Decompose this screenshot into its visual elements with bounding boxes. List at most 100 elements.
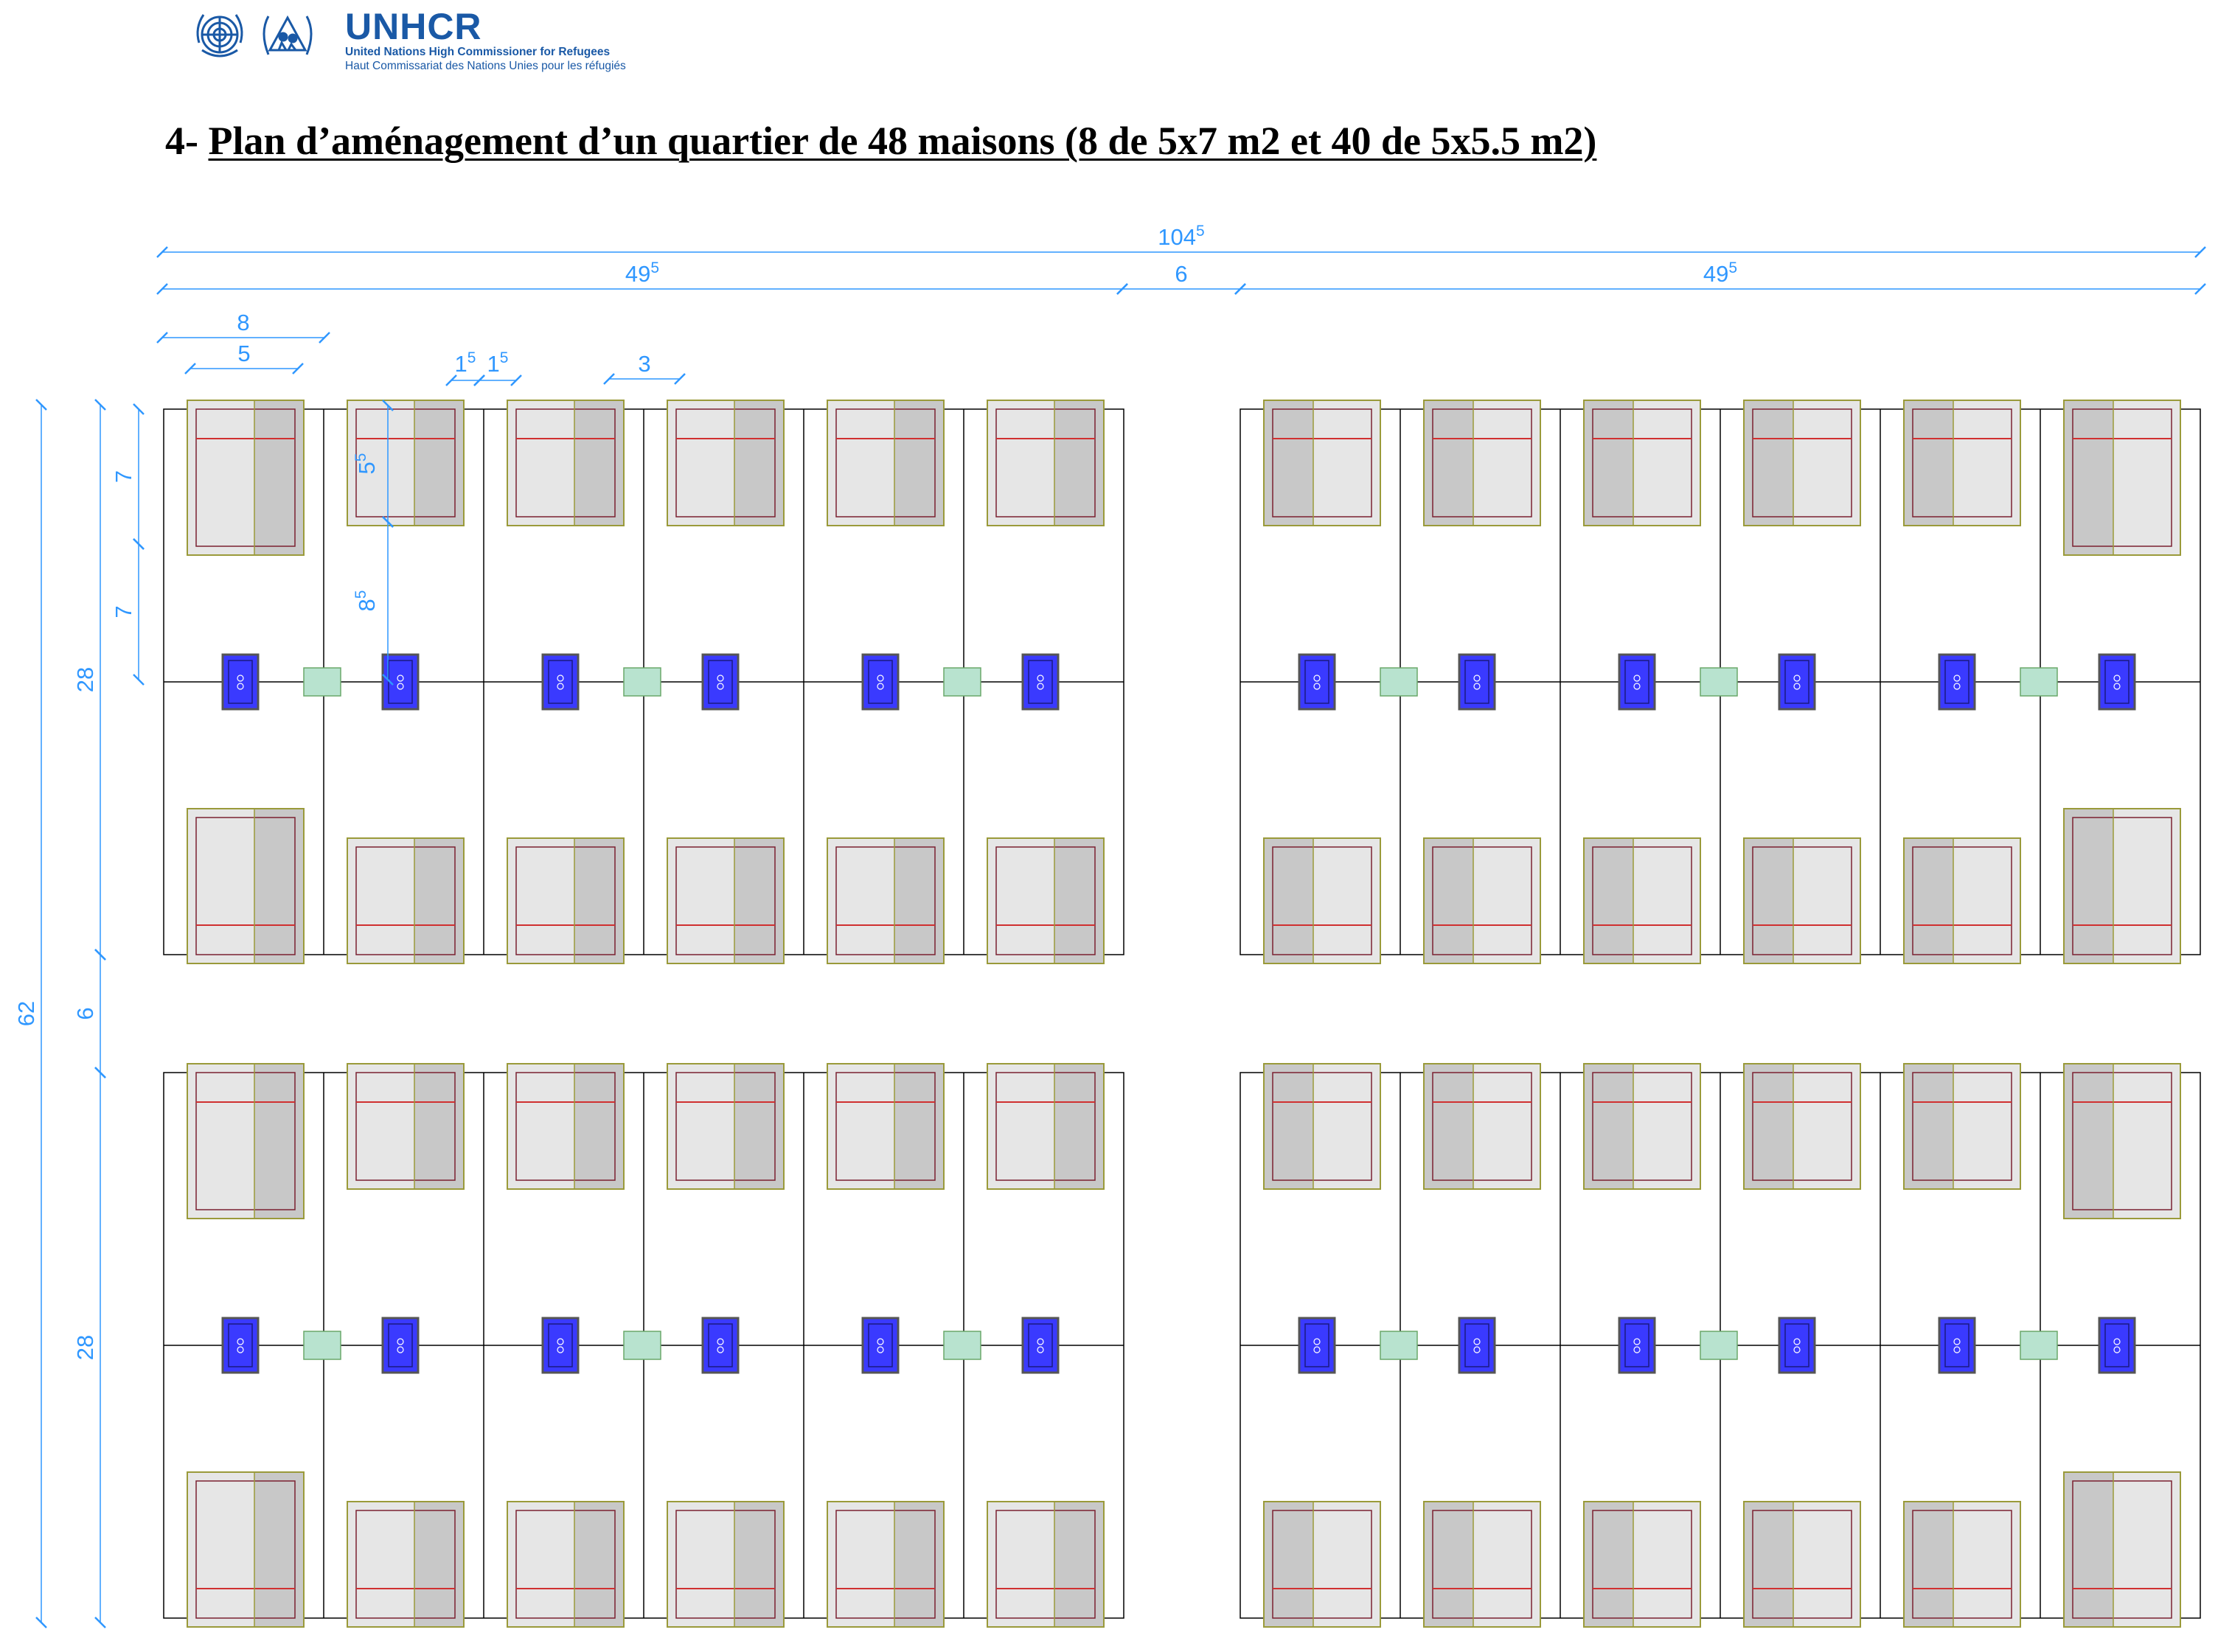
- dimension-tick: [2194, 246, 2206, 258]
- house-roof-shade: [1744, 400, 1793, 526]
- latrine-block: [1778, 653, 1816, 711]
- house-inner-wall: [1432, 1072, 1532, 1181]
- latrine-cabin: [1464, 660, 1489, 704]
- house-outline: [187, 1063, 305, 1219]
- latrine: [1021, 1317, 1060, 1374]
- house-roof-shade: [1054, 1064, 1104, 1189]
- house-inner-wall: [1752, 1072, 1852, 1181]
- house-roof-shade: [1904, 1502, 1953, 1627]
- house: [507, 837, 625, 964]
- house-roof-shade: [1424, 838, 1473, 963]
- house-roof-shade: [1904, 1064, 1953, 1189]
- dimension-tick: [292, 363, 304, 374]
- latrine-hole: [2113, 675, 2121, 682]
- house: [2063, 1471, 2181, 1628]
- house-outline: [1743, 837, 1861, 964]
- latrine-hole: [877, 683, 884, 690]
- latrine-cabin: [708, 1323, 733, 1367]
- house-outline: [1903, 837, 2021, 964]
- dimension-superscript: 5: [650, 259, 659, 276]
- shower-block: [1700, 1331, 1738, 1360]
- house-roof-shade: [1584, 838, 1633, 963]
- house: [1263, 1063, 1381, 1190]
- dimension-tick: [445, 374, 457, 386]
- latrine-hole: [557, 1346, 564, 1353]
- house-outline: [1903, 1063, 2021, 1190]
- house-inner-wall: [1432, 408, 1532, 517]
- latrine-block: [2098, 1317, 2136, 1374]
- house-inner-wall: [1592, 1072, 1692, 1181]
- latrine-cabin: [868, 660, 893, 704]
- house: [1423, 837, 1541, 964]
- house-outline: [987, 1501, 1105, 1628]
- latrine: [701, 1317, 740, 1374]
- latrine-block: [2098, 653, 2136, 711]
- house-roof-shade: [734, 1502, 784, 1627]
- latrine-block: [701, 1317, 740, 1374]
- latrine-block: [1938, 653, 1976, 711]
- latrine: [221, 653, 260, 711]
- house-inner-wall: [1592, 846, 1692, 955]
- house: [1903, 1501, 2021, 1628]
- latrine-hole: [397, 1338, 404, 1345]
- dimension-tick: [603, 373, 615, 385]
- shower-block: [1700, 667, 1738, 697]
- house: [1263, 400, 1381, 526]
- dimension-tick: [94, 949, 106, 961]
- house: [507, 1063, 625, 1190]
- latrine: [1938, 1317, 1976, 1374]
- dimension-label: 495: [625, 259, 659, 287]
- latrine-hole: [237, 683, 244, 690]
- latrine-hole: [557, 683, 564, 690]
- latrine-block: [381, 1317, 420, 1374]
- latrine-cabin: [1304, 660, 1329, 704]
- unhcr-header: UNHCR United Nations High Commissioner f…: [192, 6, 708, 72]
- latrine: [1938, 653, 1976, 711]
- house-inner-wall: [195, 817, 296, 955]
- house-outline: [2063, 1471, 2181, 1628]
- latrine-cabin: [1028, 660, 1053, 704]
- dimension-label: 15: [455, 349, 476, 377]
- latrine-hole: [1633, 1338, 1641, 1345]
- dimension-label: 495: [1703, 259, 1737, 287]
- house: [667, 1063, 785, 1190]
- latrine-hole: [1313, 1338, 1321, 1345]
- house-outline: [347, 1501, 465, 1628]
- shower-block: [943, 667, 981, 697]
- house-outline: [667, 400, 785, 526]
- latrine-block: [541, 653, 580, 711]
- house: [1583, 400, 1701, 526]
- latrine-cabin: [548, 1323, 573, 1367]
- house-outline: [507, 1501, 625, 1628]
- house-roof-shade: [574, 1502, 624, 1627]
- latrine: [541, 653, 580, 711]
- house-outline: [1903, 400, 2021, 526]
- house-inner-wall: [1432, 846, 1532, 955]
- house-roof-shade: [1264, 400, 1313, 526]
- dimension-tick: [2194, 283, 2206, 295]
- house-roof-shade: [1264, 1064, 1313, 1189]
- latrine-hole: [1953, 675, 1961, 682]
- latrine-block: [1021, 653, 1060, 711]
- latrine-cabin: [1944, 1323, 1969, 1367]
- latrine: [1618, 653, 1656, 711]
- latrine-hole: [1037, 675, 1044, 682]
- latrine: [541, 1317, 580, 1374]
- latrine-hole: [877, 1346, 884, 1353]
- house-outline: [1583, 400, 1701, 526]
- house-outline: [987, 837, 1105, 964]
- dimension-tick: [35, 1617, 47, 1628]
- latrine: [381, 1317, 420, 1374]
- latrine-hole: [877, 675, 884, 682]
- dimension-tick: [382, 400, 394, 411]
- dimension-tick: [133, 538, 145, 550]
- house: [347, 1501, 465, 1628]
- house-outline: [1583, 1501, 1701, 1628]
- shower-block: [303, 667, 341, 697]
- house-inner-wall: [355, 1510, 456, 1619]
- house-inner-wall: [835, 1072, 936, 1181]
- house-inner-wall: [995, 846, 1096, 955]
- house: [1583, 837, 1701, 964]
- latrine-hole: [1037, 1338, 1044, 1345]
